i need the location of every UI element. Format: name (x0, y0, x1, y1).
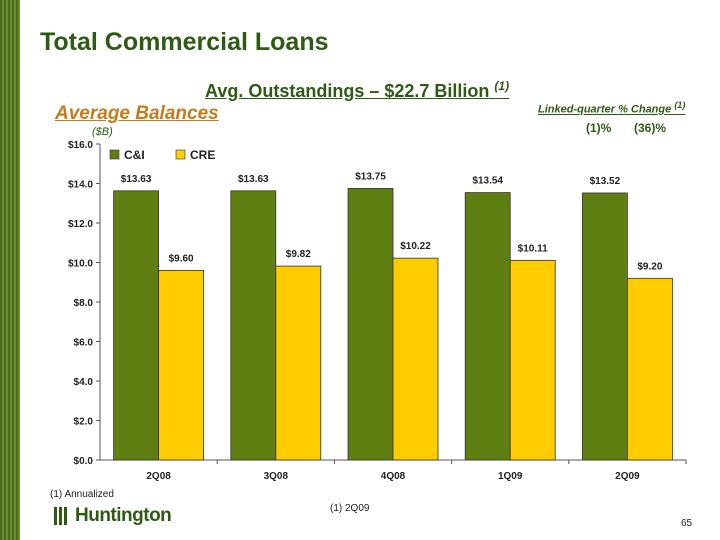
linked-quarter-label: Linked-quarter % Change (1) (538, 100, 685, 116)
huntington-logo-icon (54, 507, 70, 525)
bar (347, 188, 394, 461)
legend-label: CRE (190, 148, 215, 162)
x-tick-label: 2Q09 (615, 471, 640, 482)
bar (392, 257, 439, 461)
slide-title: Total Commercial Loans (40, 28, 329, 56)
bar (464, 192, 511, 461)
subtitle-text: Avg. Outstandings – $22.7 Billion (205, 81, 490, 101)
linked-quarter-text: Linked-quarter % Change (538, 103, 672, 116)
bar (275, 265, 322, 461)
footnote-period: (1) 2Q09 (330, 503, 370, 514)
chart-legend: C&I CRE (109, 148, 215, 162)
huntington-logo-text: Huntington (75, 505, 172, 526)
legend-swatch (109, 149, 120, 160)
data-label: $10.11 (518, 243, 548, 254)
y-tick-label: $4.0 (74, 377, 94, 388)
linked-quarter-ci-value: (1)% (586, 121, 612, 135)
data-label: $9.20 (637, 261, 662, 272)
bar (230, 190, 277, 461)
x-tick-label: 1Q09 (498, 471, 523, 482)
footnote-annualized: (1) Annualized (50, 489, 114, 500)
bar (582, 192, 628, 461)
data-label: $13.63 (121, 174, 152, 185)
chart-bars: $13.63 $9.60 $13.63 $9.82 $13.75 $10.22 $13.54… (113, 171, 673, 461)
linked-quarter-footnote-marker: (1) (674, 100, 686, 110)
legend-label: C&I (124, 148, 145, 162)
decorative-stripe-bar (0, 0, 20, 540)
data-label: $9.60 (169, 253, 194, 264)
bar (158, 269, 205, 461)
data-label: $10.22 (400, 241, 431, 252)
data-label: $13.75 (355, 171, 386, 182)
y-tick-label: $0.0 (74, 456, 94, 467)
bar (627, 277, 673, 461)
y-tick-label: $16.0 (68, 140, 93, 151)
section-label: Average Balances (55, 103, 219, 124)
page-number: 65 (681, 518, 693, 529)
subtitle-footnote-marker: (1) (494, 79, 510, 93)
data-label: $13.54 (472, 176, 503, 187)
bar (113, 190, 159, 461)
y-tick-label: $10.0 (68, 259, 93, 270)
y-tick-label: $8.0 (74, 298, 94, 309)
x-tick-label: 2Q08 (146, 471, 171, 482)
unit-label: ($B) (92, 126, 113, 138)
linked-quarter-cre-value: (36)% (634, 121, 667, 135)
x-tick-label: 4Q08 (381, 471, 406, 482)
y-tick-label: $2.0 (74, 417, 94, 428)
data-label: $9.82 (286, 249, 311, 260)
bar (509, 259, 556, 461)
data-label: $13.63 (238, 174, 269, 185)
chart-subtitle: Avg. Outstandings – $22.7 Billion (1) (205, 79, 509, 102)
legend-swatch (175, 149, 186, 160)
y-tick-label: $14.0 (68, 180, 93, 191)
y-tick-label: $6.0 (74, 338, 94, 349)
y-tick-label: $12.0 (68, 219, 93, 230)
huntington-logo: Huntington (54, 505, 172, 527)
x-tick-label: 3Q08 (264, 471, 289, 482)
data-label: $13.52 (590, 176, 621, 187)
